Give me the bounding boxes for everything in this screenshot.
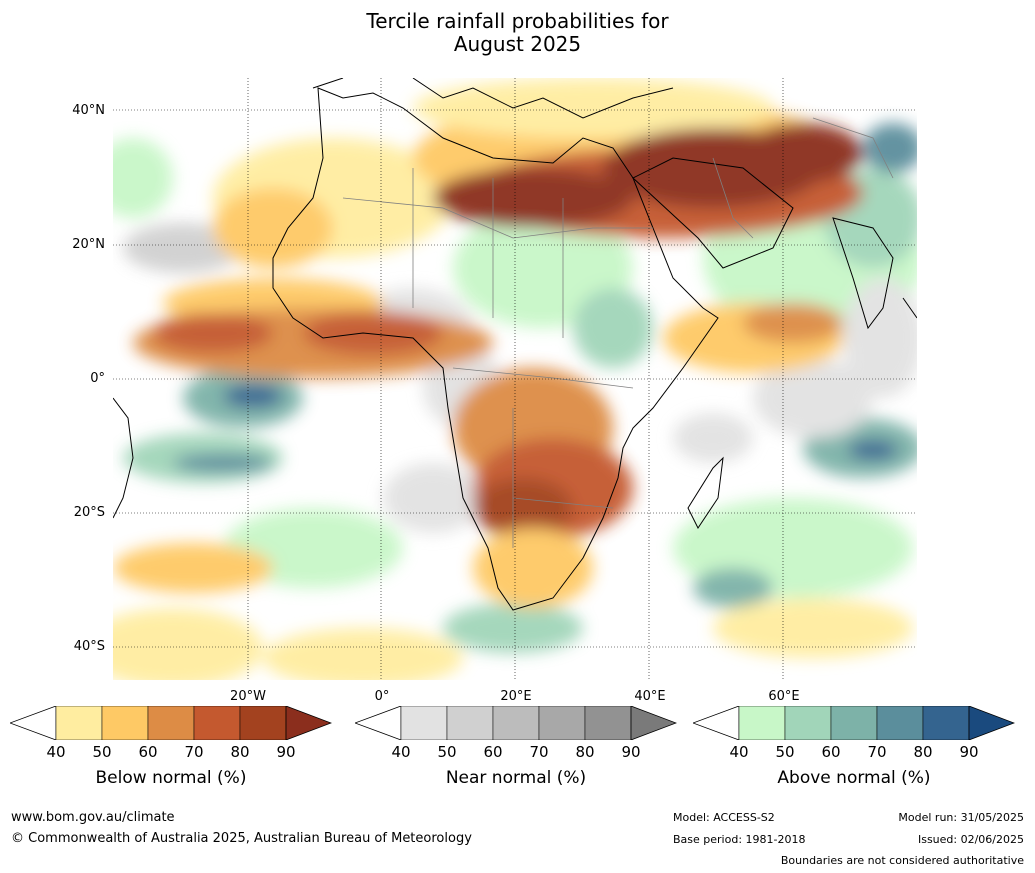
title-line-2: August 2025	[453, 32, 582, 56]
legend-tick: 80	[913, 743, 933, 761]
chart-title: Tercile rainfall probabilities for Augus…	[0, 10, 1035, 56]
title-line-1: Tercile rainfall probabilities for	[366, 9, 669, 33]
lat-label-20n: 20°N	[72, 237, 105, 252]
legend-tick: 50	[775, 743, 795, 761]
legend-above-title: Above normal (%)	[777, 768, 931, 788]
lon-label-20e: 20°E	[500, 689, 532, 704]
lat-label-40n: 40°N	[72, 103, 105, 118]
legend-tick: 40	[729, 743, 749, 761]
legend-near-colorbar	[355, 706, 677, 740]
legend-tick: 90	[276, 743, 296, 761]
lon-label-0: 0°	[374, 689, 390, 704]
legend-tick: 50	[92, 743, 112, 761]
lat-label-40s: 40°S	[73, 639, 105, 654]
base-period-text: Base period: 1981-2018	[673, 833, 806, 846]
model-text: Model: ACCESS-S2	[673, 811, 775, 824]
lat-label-20s: 20°S	[73, 505, 105, 520]
boundaries-disclaimer: Boundaries are not considered authoritat…	[780, 854, 1024, 867]
legend-tick: 60	[138, 743, 158, 761]
legend-above-colorbar	[693, 706, 1015, 740]
model-run-text: Model run: 31/05/2025	[898, 811, 1024, 824]
map-svg	[113, 78, 917, 680]
legend-tick: 90	[959, 743, 979, 761]
legend-near-title: Near normal (%)	[445, 768, 587, 788]
legend-tick: 60	[821, 743, 841, 761]
legend-below-colorbar	[10, 706, 332, 740]
lon-label-60e: 60°E	[768, 689, 800, 704]
graticule	[113, 78, 917, 680]
probability-shading	[113, 78, 917, 680]
legend-tick: 70	[867, 743, 887, 761]
legend-tick: 70	[184, 743, 204, 761]
coastlines	[113, 78, 917, 611]
website-link[interactable]: www.bom.gov.au/climate	[11, 810, 175, 825]
legend-tick: 80	[230, 743, 250, 761]
lon-label-40e: 40°E	[634, 689, 666, 704]
legend-tick: 80	[575, 743, 595, 761]
legend-tick: 70	[529, 743, 549, 761]
country-borders	[342, 117, 894, 548]
lat-label-0: 0°	[90, 371, 105, 386]
legend-below-title: Below normal (%)	[95, 768, 247, 788]
legend-tick: 40	[391, 743, 411, 761]
legend-tick: 40	[46, 743, 66, 761]
legend-tick: 60	[483, 743, 503, 761]
legend-tick: 90	[621, 743, 641, 761]
issued-text: Issued: 02/06/2025	[917, 833, 1024, 846]
probability-map	[113, 78, 917, 680]
lon-label-20w: 20°W	[230, 689, 266, 704]
copyright-text: © Commonwealth of Australia 2025, Austra…	[11, 831, 472, 846]
legend-tick: 50	[437, 743, 457, 761]
